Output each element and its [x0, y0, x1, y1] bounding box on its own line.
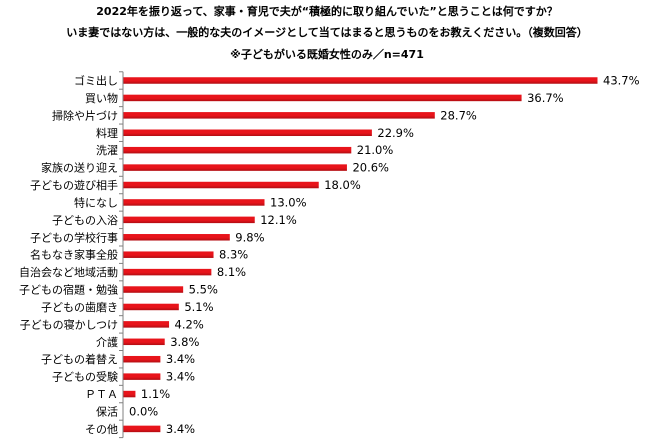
category-label: 掃除や片づけ [52, 108, 118, 122]
value-label: 3.4% [166, 422, 195, 436]
bar [123, 321, 170, 328]
value-label: 21.0% [357, 143, 394, 157]
value-label: 4.2% [175, 317, 204, 331]
value-label: 8.1% [217, 265, 246, 279]
value-label: 3.8% [170, 335, 199, 349]
value-label: 3.4% [166, 352, 195, 366]
bar [123, 77, 598, 84]
category-label: 料理 [96, 126, 118, 140]
category-label: 名もなき家事全般 [30, 248, 118, 262]
bar [123, 303, 179, 311]
category-label: 家族の送り迎え [41, 161, 118, 175]
bar [123, 112, 435, 119]
category-label: 子どもの遊び相手 [30, 178, 118, 192]
chart-title-line-3: ※子どもがいる既婚女性のみ／n=471 [230, 48, 424, 61]
category-label: 買い物 [85, 91, 118, 105]
category-label: 子どもの歯磨き [41, 301, 118, 314]
value-label: 18.0% [324, 178, 361, 192]
bar [123, 129, 372, 137]
value-label: 12.1% [260, 213, 297, 227]
bar [123, 94, 522, 102]
category-label: 子どもの受験 [52, 370, 118, 384]
category-label: その他 [85, 423, 118, 436]
category-label: 自治会など地域活動 [19, 265, 118, 279]
value-label: 20.6% [352, 161, 389, 175]
category-label: 子どもの学校行事 [30, 230, 118, 244]
category-label: 洗濯 [96, 144, 118, 157]
bar [123, 234, 230, 241]
bar [123, 181, 319, 189]
value-label: 8.3% [219, 248, 248, 262]
value-label: 28.7% [440, 108, 477, 122]
category-label: 子どもの宿題・勉強 [19, 283, 118, 297]
bar [123, 146, 352, 154]
category-label: 子どもの着替え [41, 352, 118, 366]
category-label: 保活 [96, 404, 118, 418]
bar [123, 268, 212, 276]
value-label: 36.7% [527, 91, 564, 105]
chart-title-line-1: 2022年を振り返って、家事・育児で夫が“積極的に取り組んでいた”と思うことは何… [96, 5, 558, 18]
bar [123, 390, 136, 398]
bar [123, 199, 265, 206]
category-label: ＰＴＡ [85, 388, 118, 401]
value-label: 13.0% [270, 195, 307, 209]
value-label: 5.5% [189, 283, 218, 297]
bar [123, 373, 161, 380]
value-label: 0.0% [129, 404, 158, 418]
value-label: 1.1% [141, 387, 170, 401]
value-label: 3.4% [166, 370, 195, 384]
value-label: 22.9% [377, 126, 414, 140]
bar [123, 355, 161, 363]
bar [123, 425, 161, 433]
value-label: 43.7% [603, 74, 640, 88]
value-label: 5.1% [184, 300, 213, 314]
value-label: 9.8% [235, 230, 264, 244]
bar [123, 216, 255, 224]
category-label: 特になし [74, 195, 118, 209]
category-label: 子どもの寝かしつけ [20, 317, 118, 331]
category-label: 介護 [96, 335, 118, 349]
category-label: ゴミ出し [74, 74, 118, 88]
bar [123, 251, 214, 258]
category-label: 子どもの入浴 [52, 214, 118, 227]
bar [123, 286, 184, 293]
bar [123, 338, 165, 346]
chart-title-line-2: いま妻ではない方は、一般的な夫のイメージとして当てはまると思うものをお教えくださ… [66, 26, 588, 39]
bar [123, 164, 347, 171]
